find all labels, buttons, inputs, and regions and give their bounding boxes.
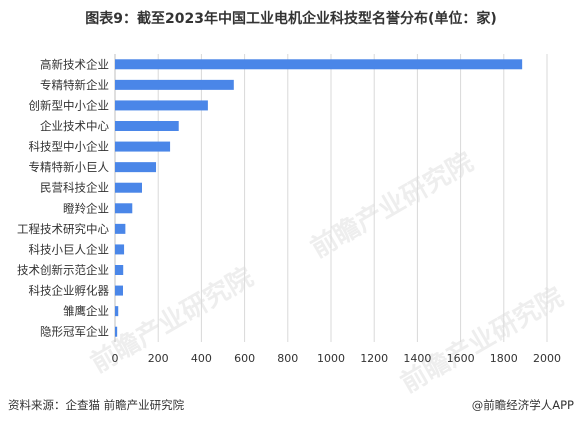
bar xyxy=(115,162,157,173)
category-label: 技术创新示范企业 xyxy=(17,263,109,277)
bar xyxy=(115,59,523,70)
x-tick-label: 2000 xyxy=(533,352,561,365)
bar xyxy=(115,121,179,131)
category-label: 企业技术中心 xyxy=(40,119,109,133)
bar xyxy=(115,203,133,214)
x-tick-label: 200 xyxy=(148,352,169,365)
category-label: 工程技术研究中心 xyxy=(17,222,109,236)
x-tick-label: 1600 xyxy=(447,352,475,365)
bar xyxy=(115,265,124,275)
bar xyxy=(115,306,119,317)
category-label: 科技型中小企业 xyxy=(29,140,110,154)
x-tick-label: 0 xyxy=(112,352,119,365)
bar xyxy=(115,285,123,296)
brand-label: @前瞻经济学人APP xyxy=(471,398,574,412)
source-note: 资料来源：企查猫 前瞻产业研究院 xyxy=(8,398,185,412)
x-tick-label: 1000 xyxy=(317,352,345,365)
x-tick-label: 1800 xyxy=(490,352,518,365)
bar xyxy=(115,182,142,193)
x-tick-label: 1200 xyxy=(360,352,388,365)
bar xyxy=(115,326,118,337)
category-label: 隐形冠军企业 xyxy=(40,325,109,339)
x-tick-label: 800 xyxy=(277,352,298,365)
category-label: 专精特新企业 xyxy=(40,78,109,92)
bar xyxy=(115,223,126,234)
chart-title: 图表9：截至2023年中国工业电机企业科技型名誉分布(单位：家) xyxy=(85,11,497,27)
x-tick-label: 600 xyxy=(234,352,255,365)
category-label: 科技小巨人企业 xyxy=(29,242,110,256)
category-label: 专精特新小巨人 xyxy=(29,160,110,174)
bar xyxy=(115,100,208,111)
bar xyxy=(115,244,125,255)
bar xyxy=(115,79,234,90)
category-label: 高新技术企业 xyxy=(40,57,109,71)
category-label: 科技企业孵化器 xyxy=(29,284,110,298)
bar xyxy=(115,141,171,152)
x-tick-label: 400 xyxy=(191,352,212,365)
category-label: 瞪羚企业 xyxy=(63,201,109,215)
category-label: 创新型中小企业 xyxy=(29,98,110,112)
category-label: 民营科技企业 xyxy=(40,181,109,195)
x-tick-label: 1400 xyxy=(403,352,431,365)
category-label: 雏鹰企业 xyxy=(63,304,109,318)
